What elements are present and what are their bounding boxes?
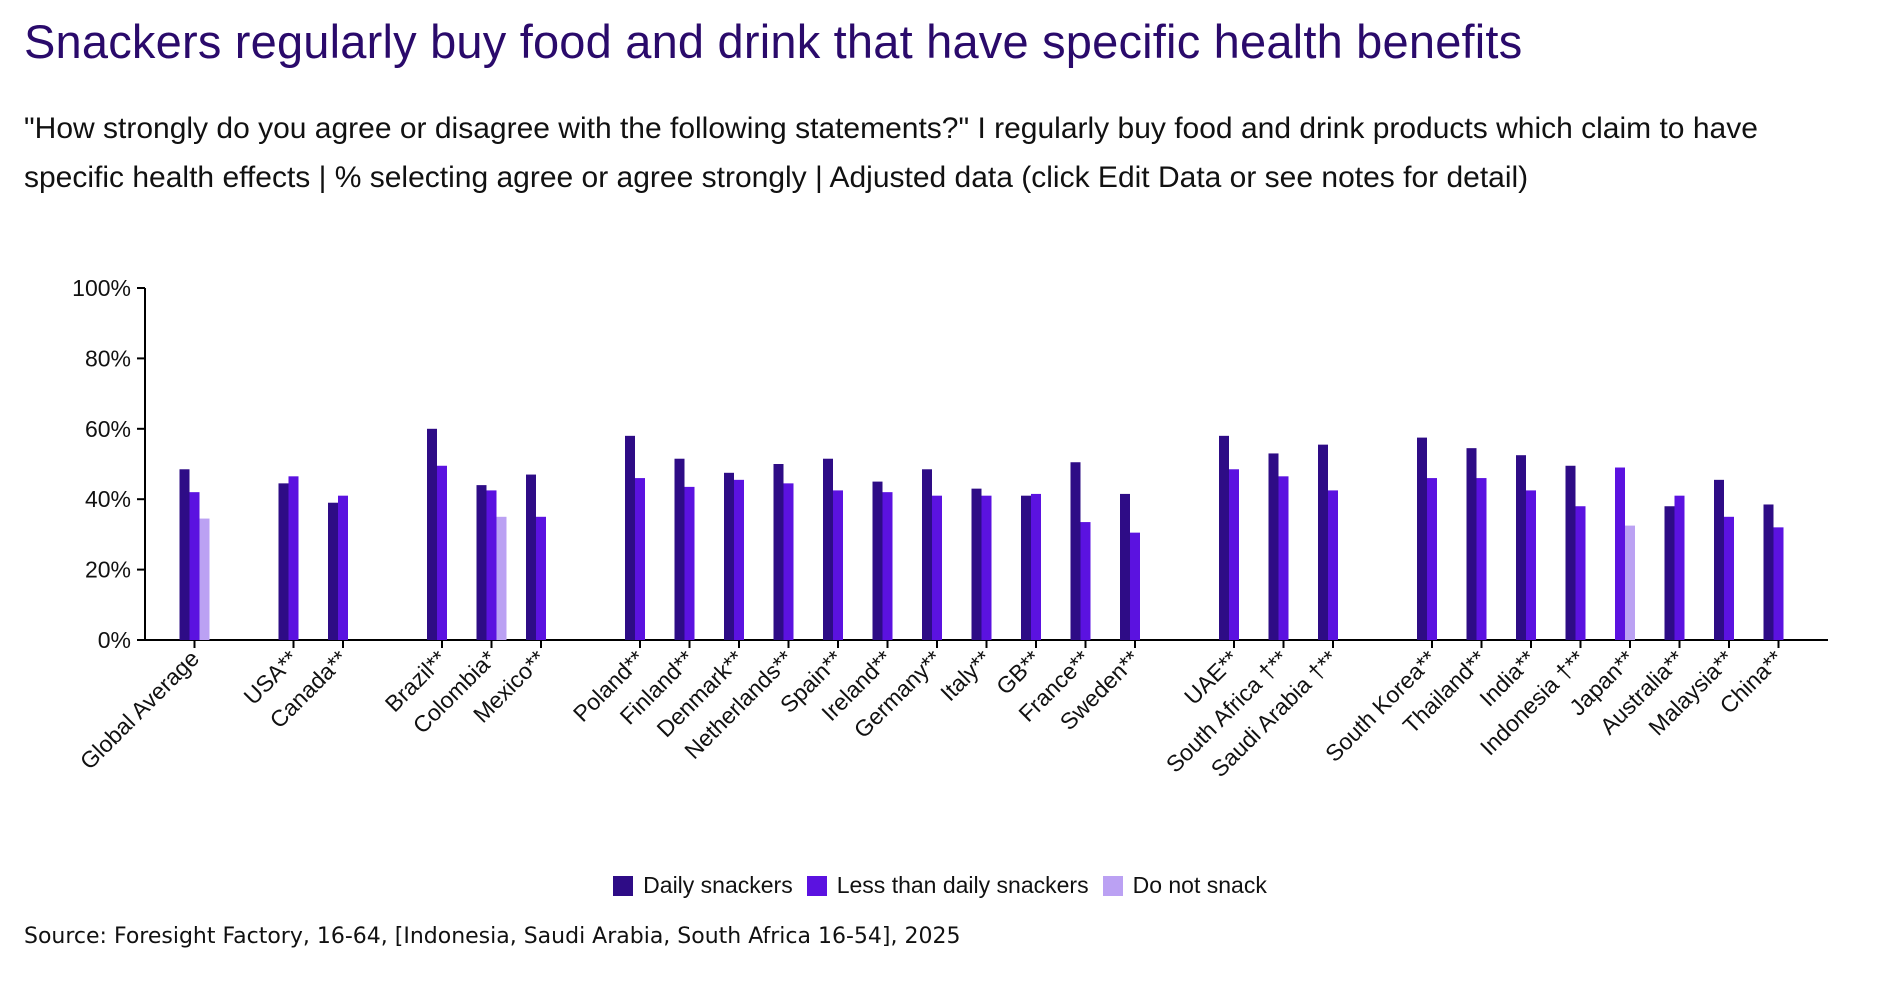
- chart-subtitle: "How strongly do you agree or disagree w…: [24, 112, 1758, 194]
- bar: [773, 464, 784, 640]
- bar: [1080, 522, 1091, 640]
- chart-legend: Daily snackers Less than daily snackers …: [0, 872, 1880, 899]
- bar: [932, 495, 942, 640]
- bar: [1575, 506, 1586, 640]
- bar: [724, 472, 734, 640]
- bar: [635, 478, 645, 640]
- bar: [1219, 435, 1229, 640]
- bar: [833, 490, 843, 640]
- bar: [971, 488, 982, 640]
- bar: [1031, 493, 1041, 640]
- bar: [1070, 462, 1081, 640]
- bar: [1565, 465, 1576, 640]
- bar: [1427, 478, 1437, 640]
- bar: [1526, 490, 1536, 640]
- legend-swatch-none: [1102, 875, 1123, 896]
- bar: [1021, 495, 1031, 640]
- bar: [1318, 444, 1328, 640]
- bar: [179, 469, 190, 640]
- bar: [1724, 516, 1734, 640]
- legend-item-less[interactable]: Less than daily snackers: [806, 872, 1089, 899]
- bar: [338, 495, 348, 640]
- bar: [823, 458, 833, 640]
- bar: [1516, 455, 1526, 640]
- legend-item-daily[interactable]: Daily snackers: [613, 872, 793, 899]
- bar: [1328, 490, 1338, 640]
- bar: [1466, 448, 1477, 640]
- y-tick-label: 20%: [85, 557, 131, 583]
- bar: [1268, 453, 1279, 640]
- y-tick-label: 0%: [98, 627, 131, 653]
- legend-swatch-daily: [613, 875, 634, 896]
- bar: [278, 483, 289, 640]
- bar: [1130, 532, 1140, 640]
- source-note: Source: Foresight Factory, 16-64, [Indon…: [24, 924, 961, 949]
- bar: [1417, 437, 1427, 640]
- bar: [1773, 527, 1784, 640]
- legend-label-daily: Daily snackers: [643, 872, 793, 898]
- x-tick-label: Italy**: [935, 645, 996, 706]
- y-axis: 0% 20% 40% 60% 80% 100%: [72, 275, 146, 653]
- bar: [882, 492, 893, 640]
- legend-label-less: Less than daily snackers: [836, 872, 1089, 898]
- bar: [189, 492, 200, 640]
- bar: [1229, 469, 1239, 640]
- bar: [684, 486, 695, 640]
- bar: [625, 435, 635, 640]
- bar: [437, 465, 447, 640]
- bar: [1625, 525, 1635, 640]
- y-tick-label: 80%: [85, 345, 131, 371]
- bar: [1120, 493, 1130, 640]
- bar: [1476, 478, 1487, 640]
- chart-title: Snackers regularly buy food and drink th…: [24, 15, 1523, 68]
- y-tick-label: 100%: [72, 275, 131, 301]
- x-tick-label: Global Average: [75, 645, 204, 774]
- bar: [328, 502, 338, 640]
- bar: [476, 485, 487, 640]
- bars: [179, 428, 1784, 640]
- bar: [1615, 467, 1625, 640]
- bar: [1664, 506, 1675, 640]
- bar: [526, 474, 536, 640]
- legend-item-none[interactable]: Do not snack: [1102, 872, 1267, 899]
- legend-label-none: Do not snack: [1132, 872, 1267, 898]
- bar: [981, 495, 992, 640]
- bar: [427, 428, 437, 640]
- bar: [922, 469, 932, 640]
- x-axis: Global Average USA**Canada** Brazil**Colom…: [75, 639, 1828, 782]
- bar: [872, 481, 883, 640]
- bar: [486, 490, 497, 640]
- bar: [288, 476, 299, 640]
- bar: [536, 516, 546, 640]
- bar: [1714, 479, 1724, 640]
- bar: [496, 516, 507, 640]
- bar: [1674, 495, 1685, 640]
- bar: [1278, 476, 1289, 640]
- legend-swatch-less: [806, 875, 827, 896]
- bar-chart: 0% 20% 40% 60% 80% 100% Global Average USA**Ca…: [72, 275, 1828, 782]
- y-tick-label: 60%: [85, 416, 131, 442]
- bar: [674, 458, 685, 640]
- bar: [1763, 504, 1774, 640]
- bar: [199, 518, 210, 640]
- bar: [734, 479, 744, 640]
- bar: [783, 483, 794, 640]
- y-tick-label: 40%: [85, 486, 131, 512]
